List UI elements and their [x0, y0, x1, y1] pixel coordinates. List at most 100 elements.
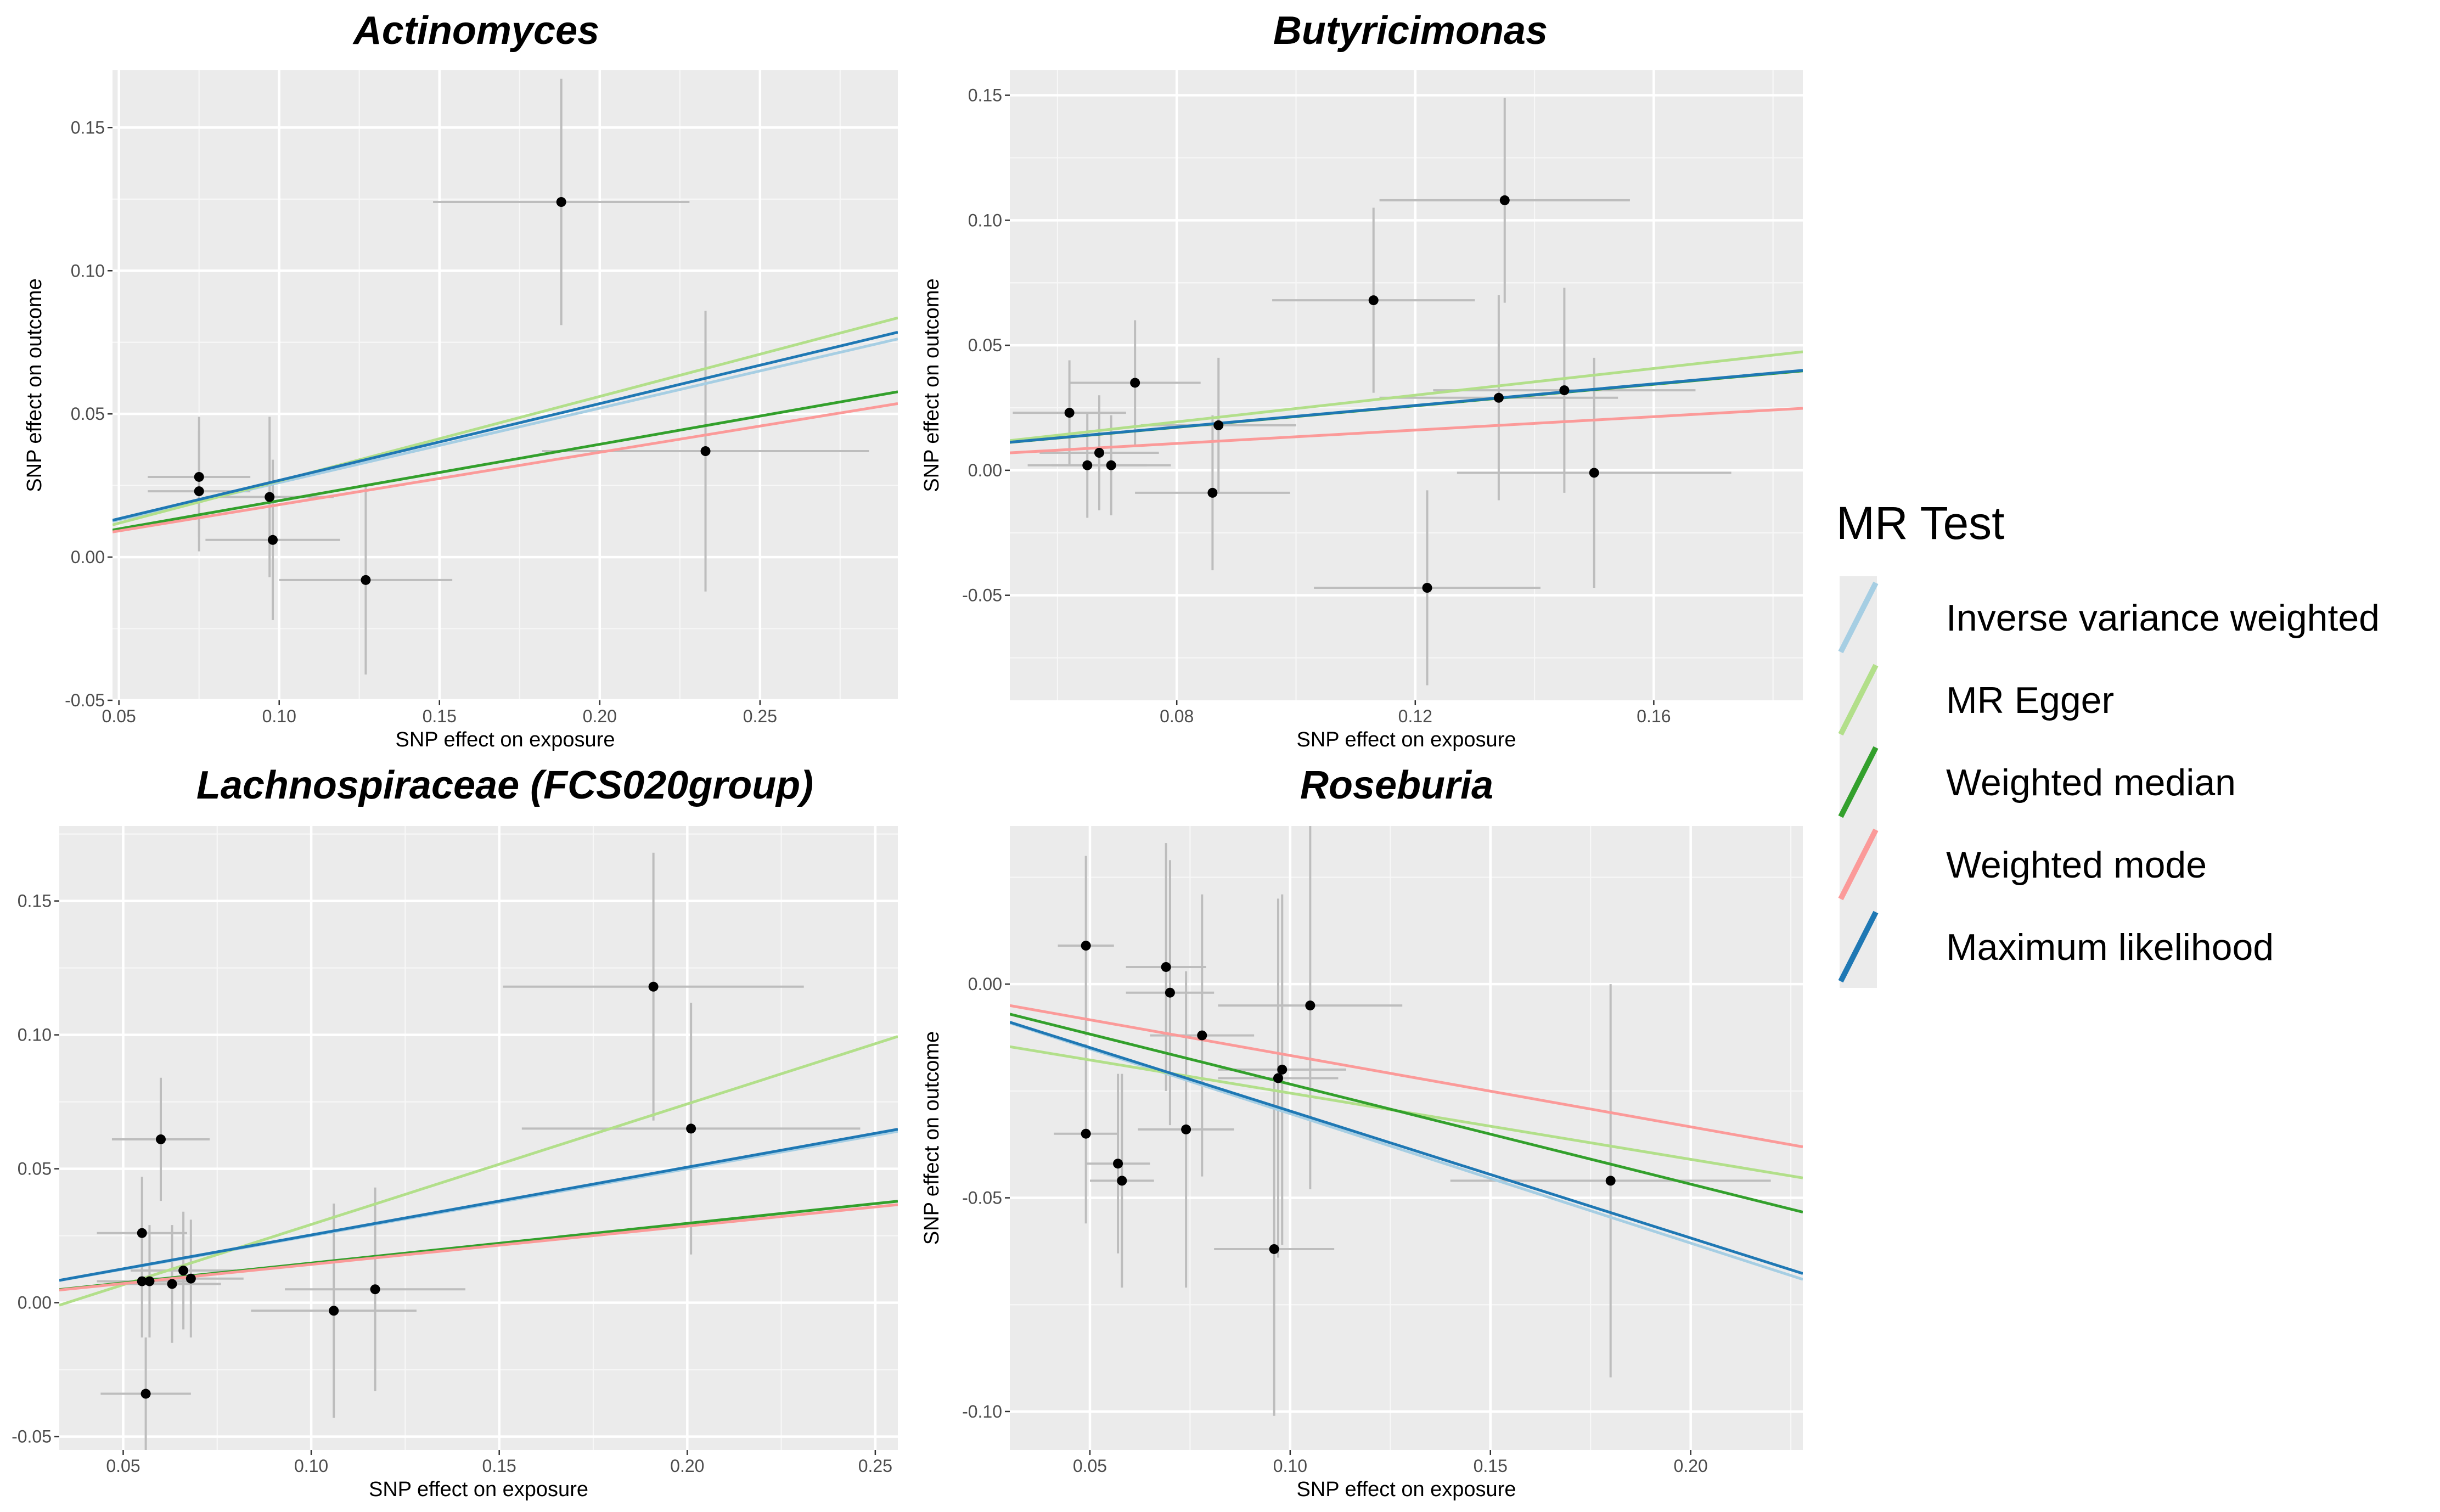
regression-line — [1010, 369, 1803, 444]
regression-line — [1010, 1021, 1803, 1281]
y-tick-label: 0.15 — [18, 891, 52, 911]
data-point — [1499, 195, 1510, 205]
legend-item: Maximum likelihood — [1838, 906, 2274, 988]
data-point — [1081, 941, 1091, 951]
regression-line — [1010, 407, 1803, 454]
x-tick-label: 0.15 — [482, 1456, 516, 1476]
x-tick-label: 0.20 — [583, 706, 617, 726]
x-tick-label: 0.05 — [106, 1456, 140, 1476]
data-point — [1368, 295, 1379, 306]
regression-line — [1010, 350, 1803, 442]
x-axis-title: SNP effect on exposure — [1297, 1478, 1516, 1501]
data-point — [1081, 1128, 1091, 1139]
plot-area — [113, 70, 898, 700]
plot-area — [1010, 826, 1803, 1450]
y-tick-label: -0.05 — [65, 690, 105, 710]
legend-label: Weighted mode — [1946, 844, 2207, 886]
data-point — [1197, 1030, 1207, 1041]
panel-1: Actinomyces 0.05 0.10 0.15 0.20 0.25 -0.05 0.00… — [23, 9, 898, 751]
data-point — [178, 1266, 189, 1276]
y-tick-label: 0.05 — [968, 335, 1002, 355]
x-axis-title: SNP effect on exposure — [369, 1478, 588, 1501]
data-point — [194, 486, 204, 497]
legend-items: Inverse variance weighted MR Egger Weighte… — [1838, 576, 2380, 988]
data-point — [1422, 583, 1432, 593]
minor-grid — [59, 826, 898, 1450]
panel-3: Lachnospiraceae (FCS020group) 0.05 0.10 0.1… — [12, 763, 898, 1501]
minor-grid — [113, 70, 898, 700]
x-tick-label: 0.05 — [1073, 1456, 1107, 1476]
data-point — [648, 981, 659, 992]
legend-item: Inverse variance weighted — [1838, 576, 2380, 659]
y-tick-label: -0.05 — [962, 586, 1002, 605]
data-point — [1161, 962, 1171, 972]
y-tick-label: 0.10 — [968, 210, 1002, 230]
data-point — [370, 1284, 380, 1295]
x-tick-label: 0.15 — [1474, 1456, 1508, 1476]
y-tick-label: 0.10 — [18, 1025, 52, 1045]
regression-line — [1010, 1021, 1803, 1275]
data-point — [1493, 392, 1504, 403]
x-axis-title: SNP effect on exposure — [1297, 728, 1516, 751]
data-point — [556, 197, 566, 207]
regression-line — [113, 316, 898, 526]
x-tick-label: 0.20 — [1674, 1456, 1708, 1476]
data-point — [1277, 1064, 1288, 1075]
data-point — [268, 535, 278, 545]
x-tick-label: 0.20 — [670, 1456, 704, 1476]
data-point — [265, 492, 275, 502]
minor-grid — [1010, 826, 1803, 1450]
x-tick-label: 0.25 — [743, 706, 777, 726]
y-tick-label: -0.10 — [962, 1402, 1002, 1421]
data-point — [137, 1228, 147, 1238]
panel-title: Lachnospiraceae (FCS020group) — [196, 763, 813, 807]
data-point — [1165, 987, 1175, 998]
data-point — [137, 1276, 147, 1286]
regression-line — [1010, 1004, 1803, 1149]
x-tick-label: 0.10 — [294, 1456, 328, 1476]
legend-key-line — [1838, 746, 1879, 818]
y-tick-label: 0.00 — [968, 460, 1002, 480]
legend-label: Weighted median — [1946, 762, 2236, 803]
legend-item: Weighted median — [1838, 741, 2236, 823]
major-grid — [1010, 826, 1803, 1450]
data-point — [1213, 420, 1224, 430]
y-tick-label: 0.00 — [71, 547, 105, 567]
regression-line — [59, 1203, 898, 1292]
panel-2: Butyricimonas 0.08 0.12 0.16 -0.05 0.00 0.05 0.… — [920, 9, 1803, 751]
legend-key-line — [1838, 664, 1879, 736]
data-point — [144, 1276, 155, 1286]
legend-item: MR Egger — [1838, 659, 2114, 741]
panel-title: Actinomyces — [352, 9, 599, 53]
y-axis-title: SNP effect on outcome — [23, 278, 46, 492]
y-tick-label: 0.00 — [18, 1293, 52, 1313]
y-tick-label: 0.05 — [18, 1159, 52, 1179]
x-tick-label: 0.15 — [423, 706, 457, 726]
data-point — [686, 1123, 696, 1134]
y-tick-label: 0.10 — [71, 261, 105, 280]
regression-line — [1010, 1013, 1803, 1214]
regression-line — [59, 1035, 898, 1307]
legend-key-line — [1838, 581, 1879, 654]
y-tick-label: 0.15 — [71, 117, 105, 137]
x-tick-label: 0.05 — [102, 706, 136, 726]
legend-key-line — [1838, 828, 1879, 901]
x-axis-title: SNP effect on exposure — [396, 728, 615, 751]
legend-label: Inverse variance weighted — [1946, 597, 2380, 639]
x-tick-label: 0.12 — [1398, 706, 1432, 726]
plot-area — [59, 826, 898, 1450]
y-tick-label: 0.05 — [71, 404, 105, 424]
legend-title: MR Test — [1836, 497, 2005, 549]
data-point — [1207, 487, 1218, 498]
y-axis-title: SNP effect on outcome — [920, 1031, 943, 1245]
data-point — [361, 575, 371, 585]
major-grid — [113, 70, 898, 702]
data-layer — [113, 78, 898, 675]
x-tick-label: 0.16 — [1637, 706, 1671, 726]
data-point — [1082, 460, 1093, 470]
legend-label: MR Egger — [1946, 679, 2114, 721]
data-point — [1106, 460, 1116, 470]
data-layer — [59, 852, 898, 1450]
data-layer — [1010, 98, 1803, 685]
